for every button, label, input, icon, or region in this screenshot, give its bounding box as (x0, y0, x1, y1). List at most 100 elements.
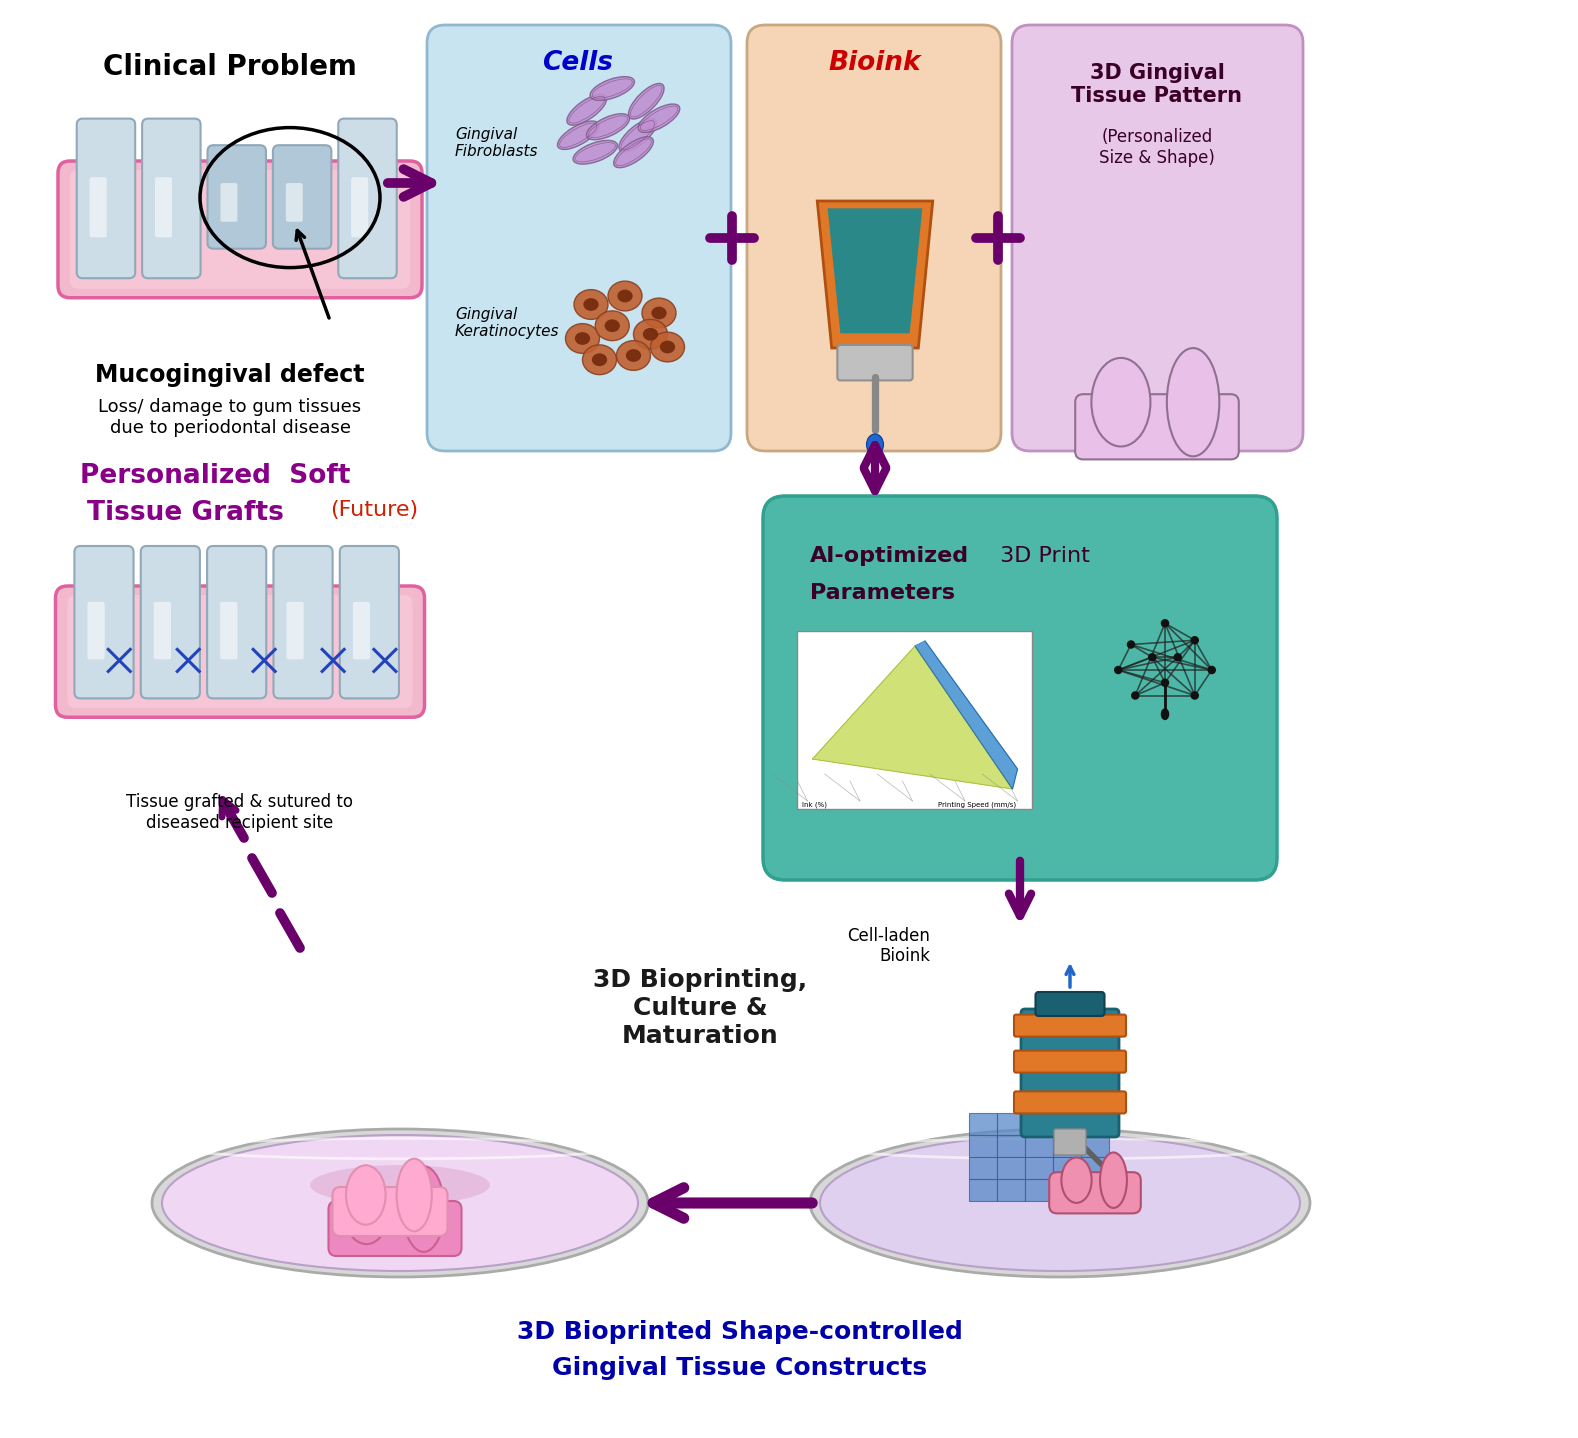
Circle shape (1161, 679, 1169, 687)
FancyBboxPatch shape (333, 1186, 448, 1237)
FancyBboxPatch shape (997, 1158, 1026, 1179)
FancyBboxPatch shape (207, 145, 267, 249)
FancyBboxPatch shape (1053, 1179, 1081, 1201)
Ellipse shape (346, 1165, 385, 1225)
Ellipse shape (614, 137, 653, 168)
FancyBboxPatch shape (1015, 1091, 1127, 1113)
Ellipse shape (1161, 709, 1169, 720)
FancyBboxPatch shape (1026, 1135, 1053, 1158)
Text: (Future): (Future) (330, 500, 418, 521)
FancyBboxPatch shape (969, 1135, 997, 1158)
Ellipse shape (574, 289, 608, 319)
Ellipse shape (604, 319, 620, 332)
Text: Ink (%): Ink (%) (803, 801, 827, 808)
FancyBboxPatch shape (142, 118, 200, 278)
FancyBboxPatch shape (286, 183, 303, 221)
FancyBboxPatch shape (155, 177, 172, 237)
Ellipse shape (582, 345, 617, 375)
Ellipse shape (309, 1165, 491, 1205)
Text: Cells: Cells (543, 50, 614, 76)
FancyBboxPatch shape (287, 603, 303, 659)
Ellipse shape (396, 1159, 432, 1231)
FancyBboxPatch shape (1026, 1113, 1053, 1135)
Circle shape (1149, 653, 1157, 661)
FancyBboxPatch shape (221, 183, 237, 221)
Ellipse shape (1100, 1152, 1127, 1208)
Ellipse shape (573, 141, 617, 164)
Circle shape (1114, 666, 1122, 674)
Text: Loss/ damage to gum tissues
due to periodontal disease: Loss/ damage to gum tissues due to perio… (98, 398, 361, 437)
FancyBboxPatch shape (1054, 1129, 1086, 1155)
FancyBboxPatch shape (68, 595, 412, 709)
Circle shape (1131, 692, 1139, 700)
FancyBboxPatch shape (746, 24, 1000, 452)
Circle shape (1161, 618, 1169, 627)
FancyBboxPatch shape (55, 587, 424, 718)
Ellipse shape (810, 1129, 1310, 1277)
FancyBboxPatch shape (997, 1179, 1026, 1201)
FancyBboxPatch shape (339, 546, 399, 699)
FancyBboxPatch shape (328, 1201, 461, 1255)
Text: Clinical Problem: Clinical Problem (103, 53, 357, 81)
Polygon shape (915, 641, 1018, 789)
Circle shape (1174, 653, 1182, 661)
Circle shape (1190, 636, 1199, 644)
Ellipse shape (567, 95, 606, 125)
FancyBboxPatch shape (207, 546, 267, 699)
FancyBboxPatch shape (338, 118, 396, 278)
Ellipse shape (592, 354, 608, 367)
Polygon shape (817, 201, 933, 348)
Circle shape (1190, 692, 1199, 700)
Ellipse shape (652, 306, 666, 319)
FancyBboxPatch shape (969, 1179, 997, 1201)
Text: Personalized  Soft: Personalized Soft (80, 463, 350, 489)
FancyBboxPatch shape (74, 546, 134, 699)
FancyBboxPatch shape (969, 1158, 997, 1179)
Ellipse shape (163, 1135, 638, 1271)
Ellipse shape (584, 298, 598, 311)
FancyBboxPatch shape (1026, 1179, 1053, 1201)
Text: (Personalized
Size & Shape): (Personalized Size & Shape) (1098, 128, 1215, 167)
Ellipse shape (557, 121, 600, 150)
Ellipse shape (595, 311, 630, 341)
Ellipse shape (617, 341, 650, 371)
Ellipse shape (626, 349, 641, 362)
FancyBboxPatch shape (1015, 1015, 1127, 1037)
FancyBboxPatch shape (69, 170, 410, 289)
FancyBboxPatch shape (90, 177, 107, 237)
FancyBboxPatch shape (273, 546, 333, 699)
Circle shape (1127, 640, 1135, 649)
FancyBboxPatch shape (997, 1113, 1026, 1135)
FancyBboxPatch shape (1053, 1113, 1081, 1135)
Ellipse shape (650, 332, 685, 362)
FancyBboxPatch shape (140, 546, 200, 699)
Ellipse shape (642, 328, 658, 341)
Ellipse shape (1166, 348, 1220, 456)
FancyBboxPatch shape (1053, 1135, 1081, 1158)
Text: Tissue grafted & sutured to
diseased recipient site: Tissue grafted & sutured to diseased rec… (126, 792, 353, 831)
Ellipse shape (628, 83, 664, 119)
Ellipse shape (1092, 358, 1150, 446)
FancyBboxPatch shape (273, 145, 331, 249)
Ellipse shape (587, 114, 630, 139)
Ellipse shape (402, 1166, 445, 1252)
Text: Mucogingival defect: Mucogingival defect (95, 362, 365, 387)
FancyBboxPatch shape (1011, 24, 1303, 452)
FancyBboxPatch shape (1049, 1172, 1141, 1214)
Ellipse shape (342, 1173, 390, 1244)
FancyBboxPatch shape (87, 603, 104, 659)
Ellipse shape (565, 324, 600, 354)
FancyBboxPatch shape (1026, 1158, 1053, 1179)
FancyBboxPatch shape (997, 1135, 1026, 1158)
Ellipse shape (617, 289, 633, 302)
Ellipse shape (574, 332, 590, 345)
FancyBboxPatch shape (352, 177, 368, 237)
Ellipse shape (1062, 1158, 1092, 1202)
Polygon shape (813, 646, 1013, 789)
Ellipse shape (660, 341, 675, 354)
FancyBboxPatch shape (58, 161, 421, 298)
Ellipse shape (633, 319, 667, 349)
FancyBboxPatch shape (428, 24, 731, 452)
FancyBboxPatch shape (764, 496, 1277, 880)
FancyBboxPatch shape (1015, 1051, 1127, 1073)
